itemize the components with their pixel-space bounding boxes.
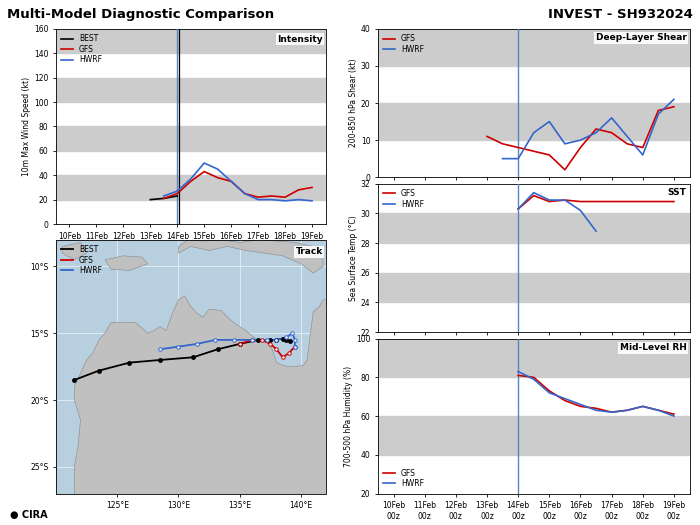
Text: Deep-Layer Shear: Deep-Layer Shear <box>596 33 687 43</box>
Y-axis label: 200-850 hPa Shear (kt): 200-850 hPa Shear (kt) <box>349 59 358 148</box>
Bar <box>56 78 326 102</box>
Text: Mid-Level RH: Mid-Level RH <box>620 343 687 352</box>
Bar <box>378 214 690 243</box>
Polygon shape <box>62 243 87 260</box>
Legend: GFS, HWRF: GFS, HWRF <box>382 187 426 210</box>
Y-axis label: 10m Max Wind Speed (kt): 10m Max Wind Speed (kt) <box>22 77 31 176</box>
Bar <box>56 175 326 200</box>
Bar <box>378 339 690 377</box>
Bar <box>378 29 690 66</box>
Bar <box>378 273 690 302</box>
Polygon shape <box>178 240 323 273</box>
Legend: GFS, HWRF: GFS, HWRF <box>382 33 426 55</box>
Text: ● CIRA: ● CIRA <box>10 510 48 520</box>
Text: SST: SST <box>668 188 687 197</box>
Text: INVEST - SH932024: INVEST - SH932024 <box>548 8 693 21</box>
Text: Multi-Model Diagnostic Comparison: Multi-Model Diagnostic Comparison <box>7 8 274 21</box>
Bar <box>56 127 326 151</box>
Polygon shape <box>74 296 464 525</box>
Text: Track: Track <box>295 247 323 256</box>
Y-axis label: Sea Surface Temp (°C): Sea Surface Temp (°C) <box>349 215 358 301</box>
Y-axis label: 700-500 hPa Humidity (%): 700-500 hPa Humidity (%) <box>344 365 353 467</box>
Legend: BEST, GFS, HWRF: BEST, GFS, HWRF <box>60 244 104 277</box>
Bar <box>378 103 690 140</box>
Legend: BEST, GFS, HWRF: BEST, GFS, HWRF <box>60 33 104 66</box>
Polygon shape <box>105 256 148 270</box>
Legend: GFS, HWRF: GFS, HWRF <box>382 467 426 490</box>
Bar <box>378 416 690 455</box>
Bar <box>56 29 326 53</box>
Text: Intensity: Intensity <box>277 35 323 44</box>
